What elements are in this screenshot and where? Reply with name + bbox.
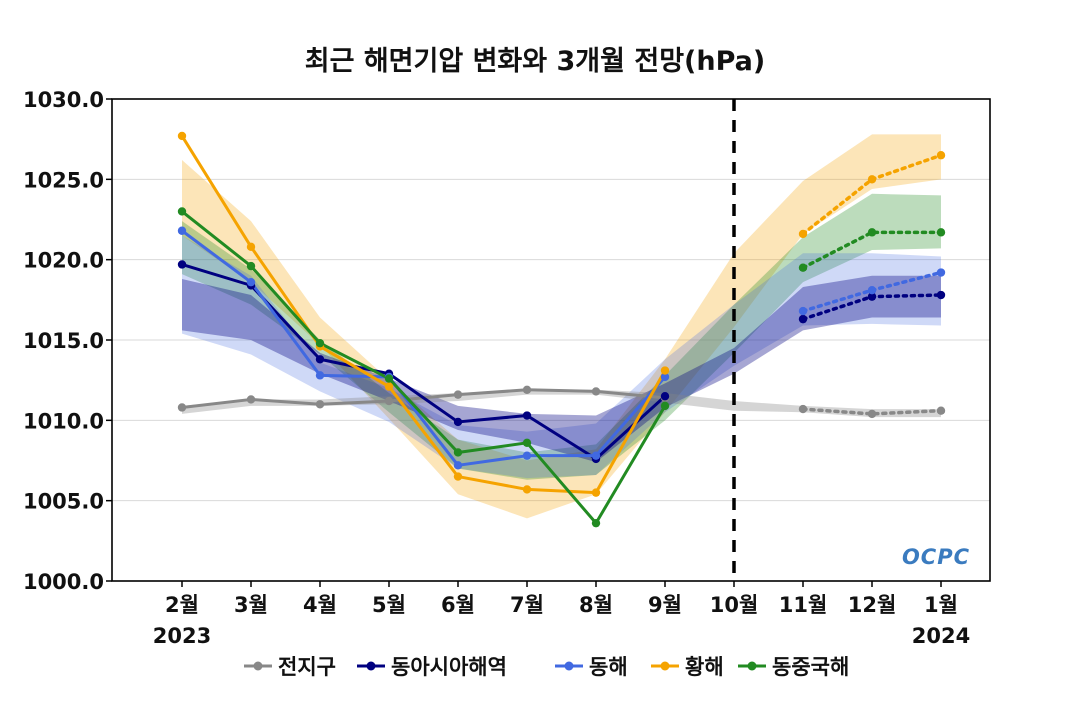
- forecast-point: [798, 404, 808, 414]
- x-tick-label: 12월: [848, 593, 897, 617]
- data-point: [246, 277, 256, 287]
- year-label-end: 2024: [912, 624, 970, 648]
- x-tick-label: 6월: [441, 593, 475, 617]
- data-point: [246, 261, 256, 271]
- data-point: [177, 207, 187, 216]
- legend-label-3: 황해: [685, 655, 724, 679]
- data-point: [453, 417, 463, 427]
- forecast-point: [867, 175, 877, 184]
- x-tick-label: 4월: [303, 593, 337, 617]
- data-point: [246, 242, 256, 252]
- y-tick-label: 1025.0: [23, 168, 104, 192]
- band-2: [182, 235, 941, 479]
- data-point: [177, 403, 187, 412]
- forecast-point: [867, 292, 877, 301]
- data-point: [453, 472, 463, 481]
- series-line-2: [181, 229, 667, 467]
- data-point: [660, 401, 670, 411]
- y-axis: 1000.0 1005.0 1010.0 1015.0 1020.0 1025.0 1030…: [23, 88, 112, 594]
- x-tick-label: 2월: [165, 593, 199, 617]
- forecast-point: [867, 285, 877, 295]
- series-forecast-line-4: [801, 230, 943, 270]
- forecast-point: [867, 409, 877, 419]
- legend-marker-4: [747, 661, 757, 671]
- chart-title: 최근 해면기압 변화와 3개월 전망(hPa): [305, 46, 766, 77]
- legend-label-4: 동중국해: [772, 655, 849, 679]
- data-point: [453, 390, 463, 399]
- data-point: [660, 366, 670, 375]
- data-point: [522, 438, 532, 448]
- data-point: [591, 518, 601, 528]
- data-point: [453, 448, 463, 457]
- data-point: [522, 485, 532, 494]
- forecast-point: [936, 151, 946, 160]
- legend-marker-3: [660, 661, 670, 671]
- forecast-point: [936, 268, 946, 277]
- forecast-point: [936, 406, 946, 415]
- y-tick-label: 1015.0: [23, 329, 104, 353]
- forecast-point: [867, 228, 877, 237]
- data-point: [177, 131, 187, 141]
- legend-marker-0: [253, 661, 263, 671]
- band-3: [182, 134, 941, 519]
- x-tick-label: 9월: [648, 593, 682, 617]
- x-axis: 2월 3월 4월 5월 6월 7월 8월 9월 10월 11월 12월 1월: [165, 581, 958, 617]
- y-tick-label: 1020.0: [23, 249, 104, 273]
- data-point: [522, 385, 532, 395]
- data-point: [315, 371, 325, 380]
- x-tick-label: 7월: [510, 593, 544, 617]
- data-point: [591, 488, 601, 497]
- x-tick-label: 3월: [234, 593, 268, 617]
- band-4: [182, 193, 941, 480]
- x-tick-label: 8월: [579, 593, 613, 617]
- forecast-point: [798, 306, 808, 316]
- data-point: [453, 461, 463, 470]
- data-point: [177, 260, 187, 269]
- data-point: [660, 372, 670, 382]
- series-line-4: [181, 210, 667, 525]
- legend-label-0: 전지구: [278, 655, 336, 679]
- x-tick-label: 10월: [710, 593, 759, 617]
- legend-marker-1: [366, 661, 376, 671]
- data-point: [660, 392, 670, 401]
- data-point: [177, 226, 187, 235]
- data-point: [522, 451, 532, 460]
- band-0: [182, 389, 941, 418]
- data-point: [384, 382, 394, 391]
- band-layer: [182, 134, 941, 519]
- y-tick-label: 1005.0: [23, 490, 104, 514]
- data-point: [384, 374, 394, 383]
- forecast-point: [936, 228, 946, 237]
- data-point: [315, 355, 325, 364]
- data-point: [246, 395, 256, 404]
- forecast-point: [798, 229, 808, 239]
- data-point: [591, 451, 601, 460]
- forecast-point: [798, 314, 808, 324]
- legend-label-1: 동아시아해역: [391, 655, 507, 679]
- year-label-start: 2023: [153, 624, 211, 648]
- data-point: [315, 339, 325, 348]
- ocpc-logo: OCPC: [902, 545, 970, 569]
- band-1: [182, 275, 941, 463]
- x-tick-label: 5월: [372, 593, 406, 617]
- y-tick-label: 1000.0: [23, 570, 104, 594]
- x-tick-label: 11월: [779, 593, 828, 617]
- data-point: [591, 387, 601, 396]
- forecast-point: [936, 290, 946, 300]
- series-forecast-line-0: [801, 407, 943, 416]
- data-point: [522, 411, 532, 420]
- y-tick-label: 1030.0: [23, 88, 104, 112]
- point-layer: [177, 131, 946, 528]
- series-line-3: [180, 135, 667, 495]
- forecast-point: [798, 263, 808, 272]
- data-point: [315, 400, 325, 409]
- y-tick-label: 1010.0: [23, 409, 104, 433]
- data-point: [384, 396, 394, 406]
- legend-label-2: 동해: [589, 655, 628, 679]
- legend: 전지구 동아시아해역 동해 황해 동중국해: [244, 655, 849, 679]
- legend-marker-2: [564, 661, 574, 671]
- x-tick-label: 1월: [924, 593, 958, 617]
